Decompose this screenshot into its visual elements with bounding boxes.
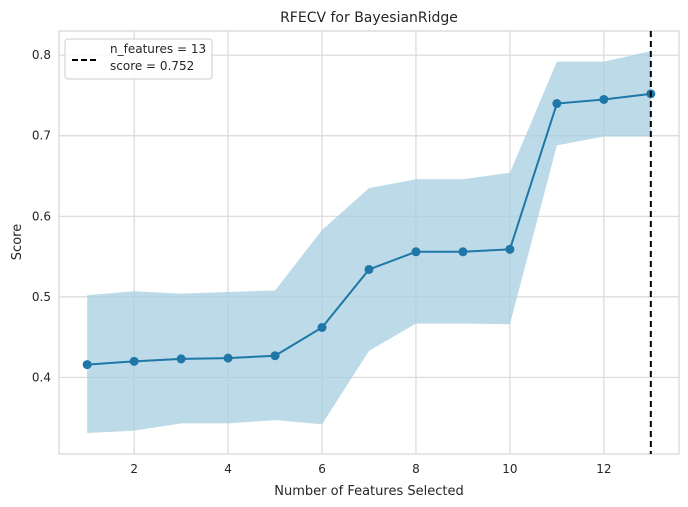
x-axis-ticks: 2 4 6 8 10 12 [130,462,611,476]
score-point [129,356,139,366]
y-tick-label: 0.6 [32,209,51,223]
x-tick-label: 4 [224,462,232,476]
x-tick-label: 12 [596,462,611,476]
y-tick-label: 0.8 [32,48,51,62]
score-point [82,360,92,370]
score-point [364,264,374,274]
x-axis-label: Number of Features Selected [274,484,463,499]
legend-box [64,38,213,80]
score-confidence-band [87,51,651,434]
y-tick-label: 0.4 [32,370,51,384]
score-point [176,354,186,364]
score-point [317,323,327,333]
y-tick-label: 0.5 [32,290,51,304]
score-point [552,99,562,109]
y-axis-ticks: 0.4 0.5 0.6 0.7 0.8 [32,48,51,384]
y-axis-label: Score [10,224,25,260]
score-point [223,353,233,363]
score-point [458,247,468,257]
legend-entry-n-features: n_features = 13 [110,42,206,56]
y-tick-label: 0.7 [32,129,51,143]
score-point [599,94,609,104]
x-tick-label: 10 [502,462,517,476]
chart-title: RFECV for BayesianRidge [280,10,458,26]
score-point [411,247,421,257]
x-tick-label: 6 [318,462,326,476]
legend: n_features = 13 score = 0.752 [64,38,213,80]
score-point [505,244,515,254]
x-tick-label: 8 [412,462,420,476]
score-point [270,351,280,361]
score-points [82,89,656,370]
legend-entry-score: score = 0.752 [110,59,194,73]
x-tick-label: 2 [130,462,138,476]
